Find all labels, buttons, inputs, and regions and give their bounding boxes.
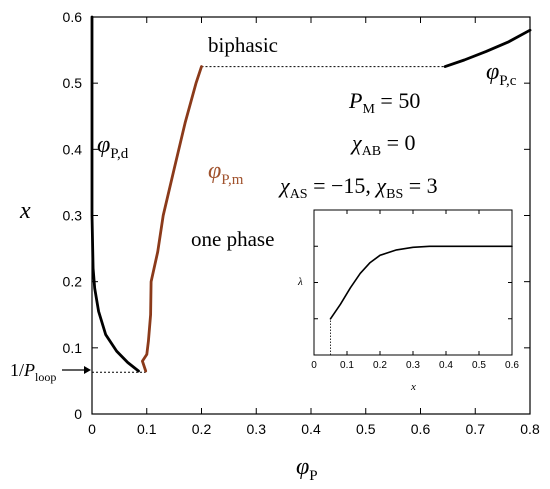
- phi-pm-symbol: φ: [208, 158, 221, 184]
- param-pm-value: = 50: [375, 88, 420, 113]
- param-chi-ab-symbol: χ: [350, 130, 363, 155]
- y-tick-label: 0.3: [63, 208, 83, 224]
- inset-tick-labels: 0 0.1 0.2 0.3 0.4 0.5 0.6: [311, 360, 519, 371]
- series-line: [90, 15, 140, 373]
- one-phase-label: one phase: [191, 227, 274, 251]
- x-tick-label: 0.2: [192, 421, 212, 437]
- y-tick-label: 0: [74, 406, 82, 422]
- phi-pd-subscript: P,d: [110, 146, 128, 162]
- ploop-arrow-head: [84, 366, 91, 374]
- phi-pc-subscript: P,c: [499, 73, 516, 89]
- biphasic-label: biphasic: [208, 33, 278, 57]
- param-pm-subscript: M: [362, 102, 375, 117]
- x-tick-label: 0.7: [466, 421, 486, 437]
- inset-x-axis-label: x: [410, 381, 416, 393]
- main-tick-labels: 0 0.1 0.2 0.3 0.4 0.5 0.6 0.7 0.8 0 0.1 0.2 0.3 0.4 0.…: [63, 9, 540, 437]
- x-tick-label: 0.5: [356, 421, 376, 437]
- param-pm: PM = 50: [348, 88, 420, 117]
- x-tick-label: 0.4: [439, 360, 453, 371]
- phi-pm-subscript: P,m: [221, 172, 243, 188]
- main-dashed-lines: [92, 66, 446, 373]
- param-chi-ab: χAB = 0: [350, 130, 416, 159]
- x-tick-label: 0.1: [340, 360, 354, 371]
- x-tick-label: 0.8: [520, 421, 540, 437]
- ploop-label: 1/Ploop: [10, 360, 56, 384]
- ploop-symbol: P: [23, 360, 35, 380]
- param-chi-bs-subscript: BS: [386, 187, 403, 202]
- param-chi-as-symbol: χ: [278, 173, 291, 198]
- param-chi-bs-value: = 3: [403, 173, 437, 198]
- phi-pd-symbol: φ: [97, 132, 110, 158]
- ploop-subscript: loop: [35, 370, 56, 384]
- param-chi-as-value: = −15,: [308, 173, 377, 198]
- x-tick-label: 0.2: [373, 360, 387, 371]
- x-tick-label: 0: [88, 421, 96, 437]
- phi-pd-label: φP,d: [97, 132, 129, 162]
- inset-y-axis-label: λ: [297, 276, 303, 288]
- x-tick-label: 0.5: [472, 360, 486, 371]
- x-axis-subscript: P: [309, 468, 317, 484]
- y-tick-label: 0.4: [63, 141, 83, 157]
- param-chi-bs-symbol: χ: [374, 173, 387, 198]
- x-tick-label: 0.3: [247, 421, 267, 437]
- series-line: [141, 65, 203, 373]
- param-pm-symbol: P: [348, 88, 362, 113]
- y-tick-label: 0.5: [63, 75, 83, 91]
- inset-series: [329, 245, 513, 320]
- inset-background: [294, 208, 512, 370]
- param-chi-as-bs: χAS = −15, χBS = 3: [278, 173, 438, 202]
- inset-ticks: [313, 209, 513, 356]
- main-series: [90, 15, 532, 373]
- x-tick-label: 0.3: [406, 360, 420, 371]
- phi-pc-label: φP,c: [486, 59, 517, 89]
- y-tick-label: 0.6: [63, 9, 83, 25]
- main-y-axis-label: x: [19, 198, 31, 224]
- x-tick-label: 0.6: [411, 421, 431, 437]
- main-x-axis-label: φP: [296, 454, 318, 484]
- series-line: [443, 28, 532, 68]
- series-line: [329, 245, 513, 320]
- ploop-prefix: 1/: [10, 360, 24, 380]
- y-tick-label: 0.2: [63, 274, 83, 290]
- param-chi-ab-subscript: AB: [362, 144, 381, 159]
- x-tick-label: 0.1: [137, 421, 157, 437]
- y-tick-label: 0.1: [63, 340, 83, 356]
- param-chi-as-subscript: AS: [290, 187, 308, 202]
- x-tick-label: 0: [311, 360, 317, 371]
- phi-pc-symbol: φ: [486, 59, 499, 85]
- x-tick-label: 0.4: [301, 421, 321, 437]
- param-chi-ab-value: = 0: [381, 130, 415, 155]
- x-axis-symbol: φ: [296, 454, 309, 480]
- phi-pm-label: φP,m: [208, 158, 244, 188]
- main-ticks: [91, 16, 531, 415]
- x-tick-label: 0.6: [505, 360, 519, 371]
